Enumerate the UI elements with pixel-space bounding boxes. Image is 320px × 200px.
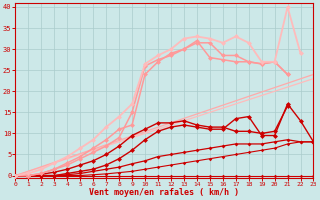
X-axis label: Vent moyen/en rafales ( km/h ): Vent moyen/en rafales ( km/h ) xyxy=(90,188,239,197)
